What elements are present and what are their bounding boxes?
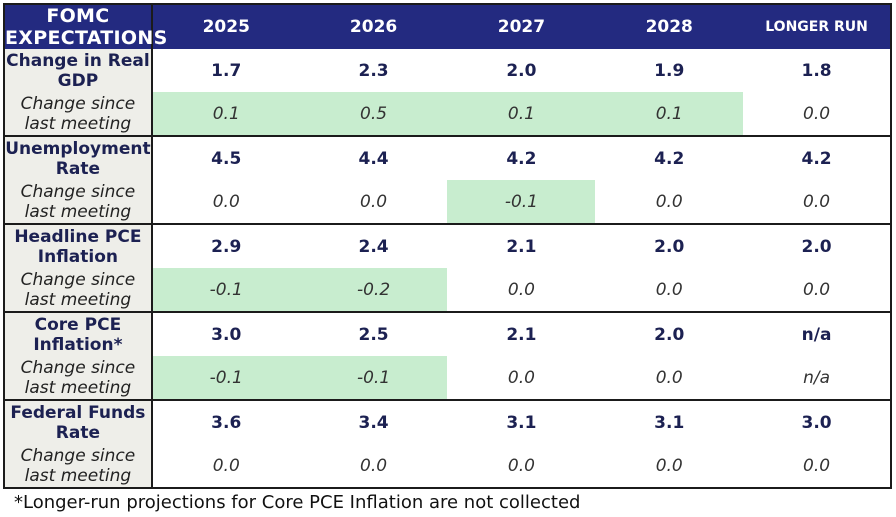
metric-value: 3.0 xyxy=(801,412,832,433)
metric-label: Core PCE Inflation* xyxy=(4,312,153,356)
change-value: 0.5 xyxy=(299,92,448,137)
change-value: 0.0 xyxy=(595,268,744,313)
metric-value: 2.0 xyxy=(654,236,685,257)
table-body: Change in Real GDP 1.7 2.3 2.0 1.9 1.8 Change … xyxy=(4,49,891,489)
metric-label: Change in Real GDP xyxy=(4,49,153,92)
change-value: 0.0 xyxy=(595,356,744,401)
metric-value: 3.1 xyxy=(654,412,685,433)
metric-value: 2.1 xyxy=(506,236,537,257)
metric-value: 3.1 xyxy=(506,412,537,433)
metric-value: 2.9 xyxy=(211,236,242,257)
metric-label: Headline PCE Inflation xyxy=(4,224,153,268)
change-value: 0.0 xyxy=(595,444,744,489)
change-value: -0.1 xyxy=(151,356,300,401)
change-label: Change since last meeting xyxy=(4,180,153,225)
change-value: 0.1 xyxy=(447,92,596,137)
metric-value: 3.6 xyxy=(211,412,242,433)
metric-row: Core PCE Inflation* 3.0 2.5 2.1 2.0 n/a xyxy=(4,312,891,356)
change-label: Change since last meeting xyxy=(4,356,153,401)
metric-row: Change in Real GDP 1.7 2.3 2.0 1.9 1.8 xyxy=(4,49,891,92)
change-value: 0.0 xyxy=(151,180,300,225)
change-value: -0.1 xyxy=(299,356,448,401)
metric-value: 2.4 xyxy=(358,236,389,257)
metric-value: 3.0 xyxy=(211,324,242,345)
metric-value: 4.2 xyxy=(654,148,685,169)
change-row: Change since last meeting 0.1 0.5 0.1 0.1 0.0 xyxy=(4,92,891,137)
change-value: 0.0 xyxy=(743,92,891,137)
change-row: Change since last meeting 0.0 0.0 -0.1 0.0 0.… xyxy=(4,180,891,225)
change-value: 0.1 xyxy=(595,92,744,137)
metric-value: 1.7 xyxy=(211,60,242,81)
metric-value: 1.8 xyxy=(801,60,832,81)
metric-value: 1.9 xyxy=(654,60,685,81)
change-value: 0.0 xyxy=(743,268,891,313)
change-row: Change since last meeting -0.1 -0.1 0.0 0.0 n… xyxy=(4,356,891,401)
metric-value: 3.4 xyxy=(358,412,389,433)
column-header: LONGER RUN xyxy=(743,4,891,49)
metric-value: 2.5 xyxy=(358,324,389,345)
metric-label: Federal Funds Rate xyxy=(4,400,153,444)
change-value: 0.0 xyxy=(743,180,891,225)
change-value: 0.0 xyxy=(299,180,448,225)
metric-value: 2.0 xyxy=(654,324,685,345)
change-value: 0.0 xyxy=(595,180,744,225)
change-value: 0.0 xyxy=(743,444,891,489)
metric-value: 4.2 xyxy=(801,148,832,169)
footnote: *Longer-run projections for Core PCE Inf… xyxy=(14,492,581,513)
metric-row: Unemployment Rate 4.5 4.4 4.2 4.2 4.2 xyxy=(4,136,891,180)
metric-value: n/a xyxy=(801,324,832,345)
metric-value: 4.2 xyxy=(506,148,537,169)
change-value: 0.0 xyxy=(299,444,448,489)
change-label: Change since last meeting xyxy=(4,268,153,313)
change-row: Change since last meeting 0.0 0.0 0.0 0.0 0.0 xyxy=(4,444,891,489)
column-header: 2027 xyxy=(447,4,596,49)
metric-value: 4.4 xyxy=(358,148,389,169)
column-header: 2026 xyxy=(299,4,448,49)
metric-label: Unemployment Rate xyxy=(4,136,153,180)
change-label: Change since last meeting xyxy=(4,92,153,137)
change-value: 0.0 xyxy=(447,268,596,313)
metric-value: 2.0 xyxy=(506,60,537,81)
metric-value: 2.0 xyxy=(801,236,832,257)
change-value: -0.2 xyxy=(299,268,448,313)
header-row: FOMC EXPECTATIONS 2025 2026 2027 2028 LONGER … xyxy=(4,4,891,49)
metric-value: 2.1 xyxy=(506,324,537,345)
metric-row: Headline PCE Inflation 2.9 2.4 2.1 2.0 2.0 xyxy=(4,224,891,268)
change-label: Change since last meeting xyxy=(4,444,153,489)
change-row: Change since last meeting -0.1 -0.2 0.0 0.0 0… xyxy=(4,268,891,313)
table-title: FOMC EXPECTATIONS xyxy=(4,4,168,49)
metric-value: 4.5 xyxy=(211,148,242,169)
metric-value: 2.3 xyxy=(358,60,389,81)
fomc-table: FOMC EXPECTATIONS 2025 2026 2027 2028 LONGER … xyxy=(3,3,892,489)
change-value: 0.0 xyxy=(447,356,596,401)
change-value: 0.0 xyxy=(447,444,596,489)
change-value: n/a xyxy=(743,356,891,401)
metric-row: Federal Funds Rate 3.6 3.4 3.1 3.1 3.0 xyxy=(4,400,891,444)
change-value: -0.1 xyxy=(151,268,300,313)
column-header: 2025 xyxy=(151,4,300,49)
change-value: 0.0 xyxy=(151,444,300,489)
change-value: 0.1 xyxy=(151,92,300,137)
column-header: 2028 xyxy=(595,4,744,49)
change-value: -0.1 xyxy=(447,180,596,225)
